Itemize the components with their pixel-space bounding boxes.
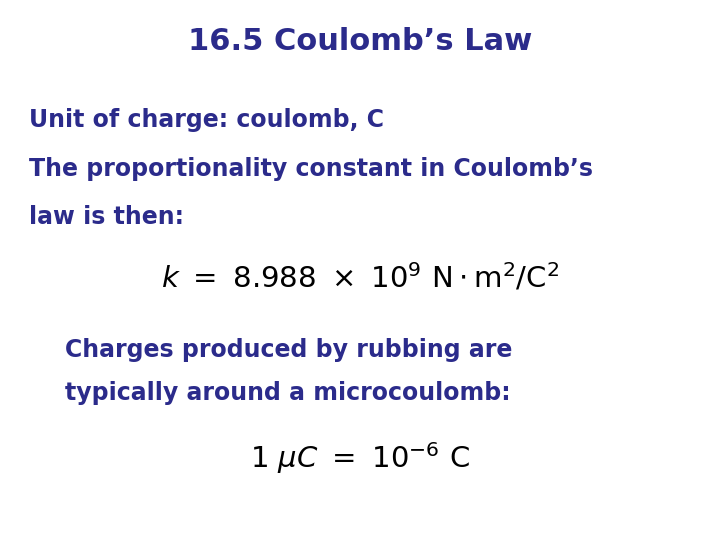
Text: 16.5 Coulomb’s Law: 16.5 Coulomb’s Law: [188, 27, 532, 56]
Text: $k \ = \ 8.988 \ \times \ 10^{9} \ \mathrm{N \cdot m^{2}/C^{2}}$: $k \ = \ 8.988 \ \times \ 10^{9} \ \math…: [161, 262, 559, 294]
Text: $1 \ \mu C \ = \ 10^{-6} \ \mathrm{C}$: $1 \ \mu C \ = \ 10^{-6} \ \mathrm{C}$: [250, 440, 470, 476]
Text: Charges produced by rubbing are: Charges produced by rubbing are: [65, 338, 512, 361]
Text: The proportionality constant in Coulomb’s: The proportionality constant in Coulomb’…: [29, 157, 593, 180]
Text: law is then:: law is then:: [29, 205, 184, 229]
Text: Unit of charge: coulomb, C: Unit of charge: coulomb, C: [29, 108, 384, 132]
Text: typically around a microcoulomb:: typically around a microcoulomb:: [65, 381, 510, 404]
